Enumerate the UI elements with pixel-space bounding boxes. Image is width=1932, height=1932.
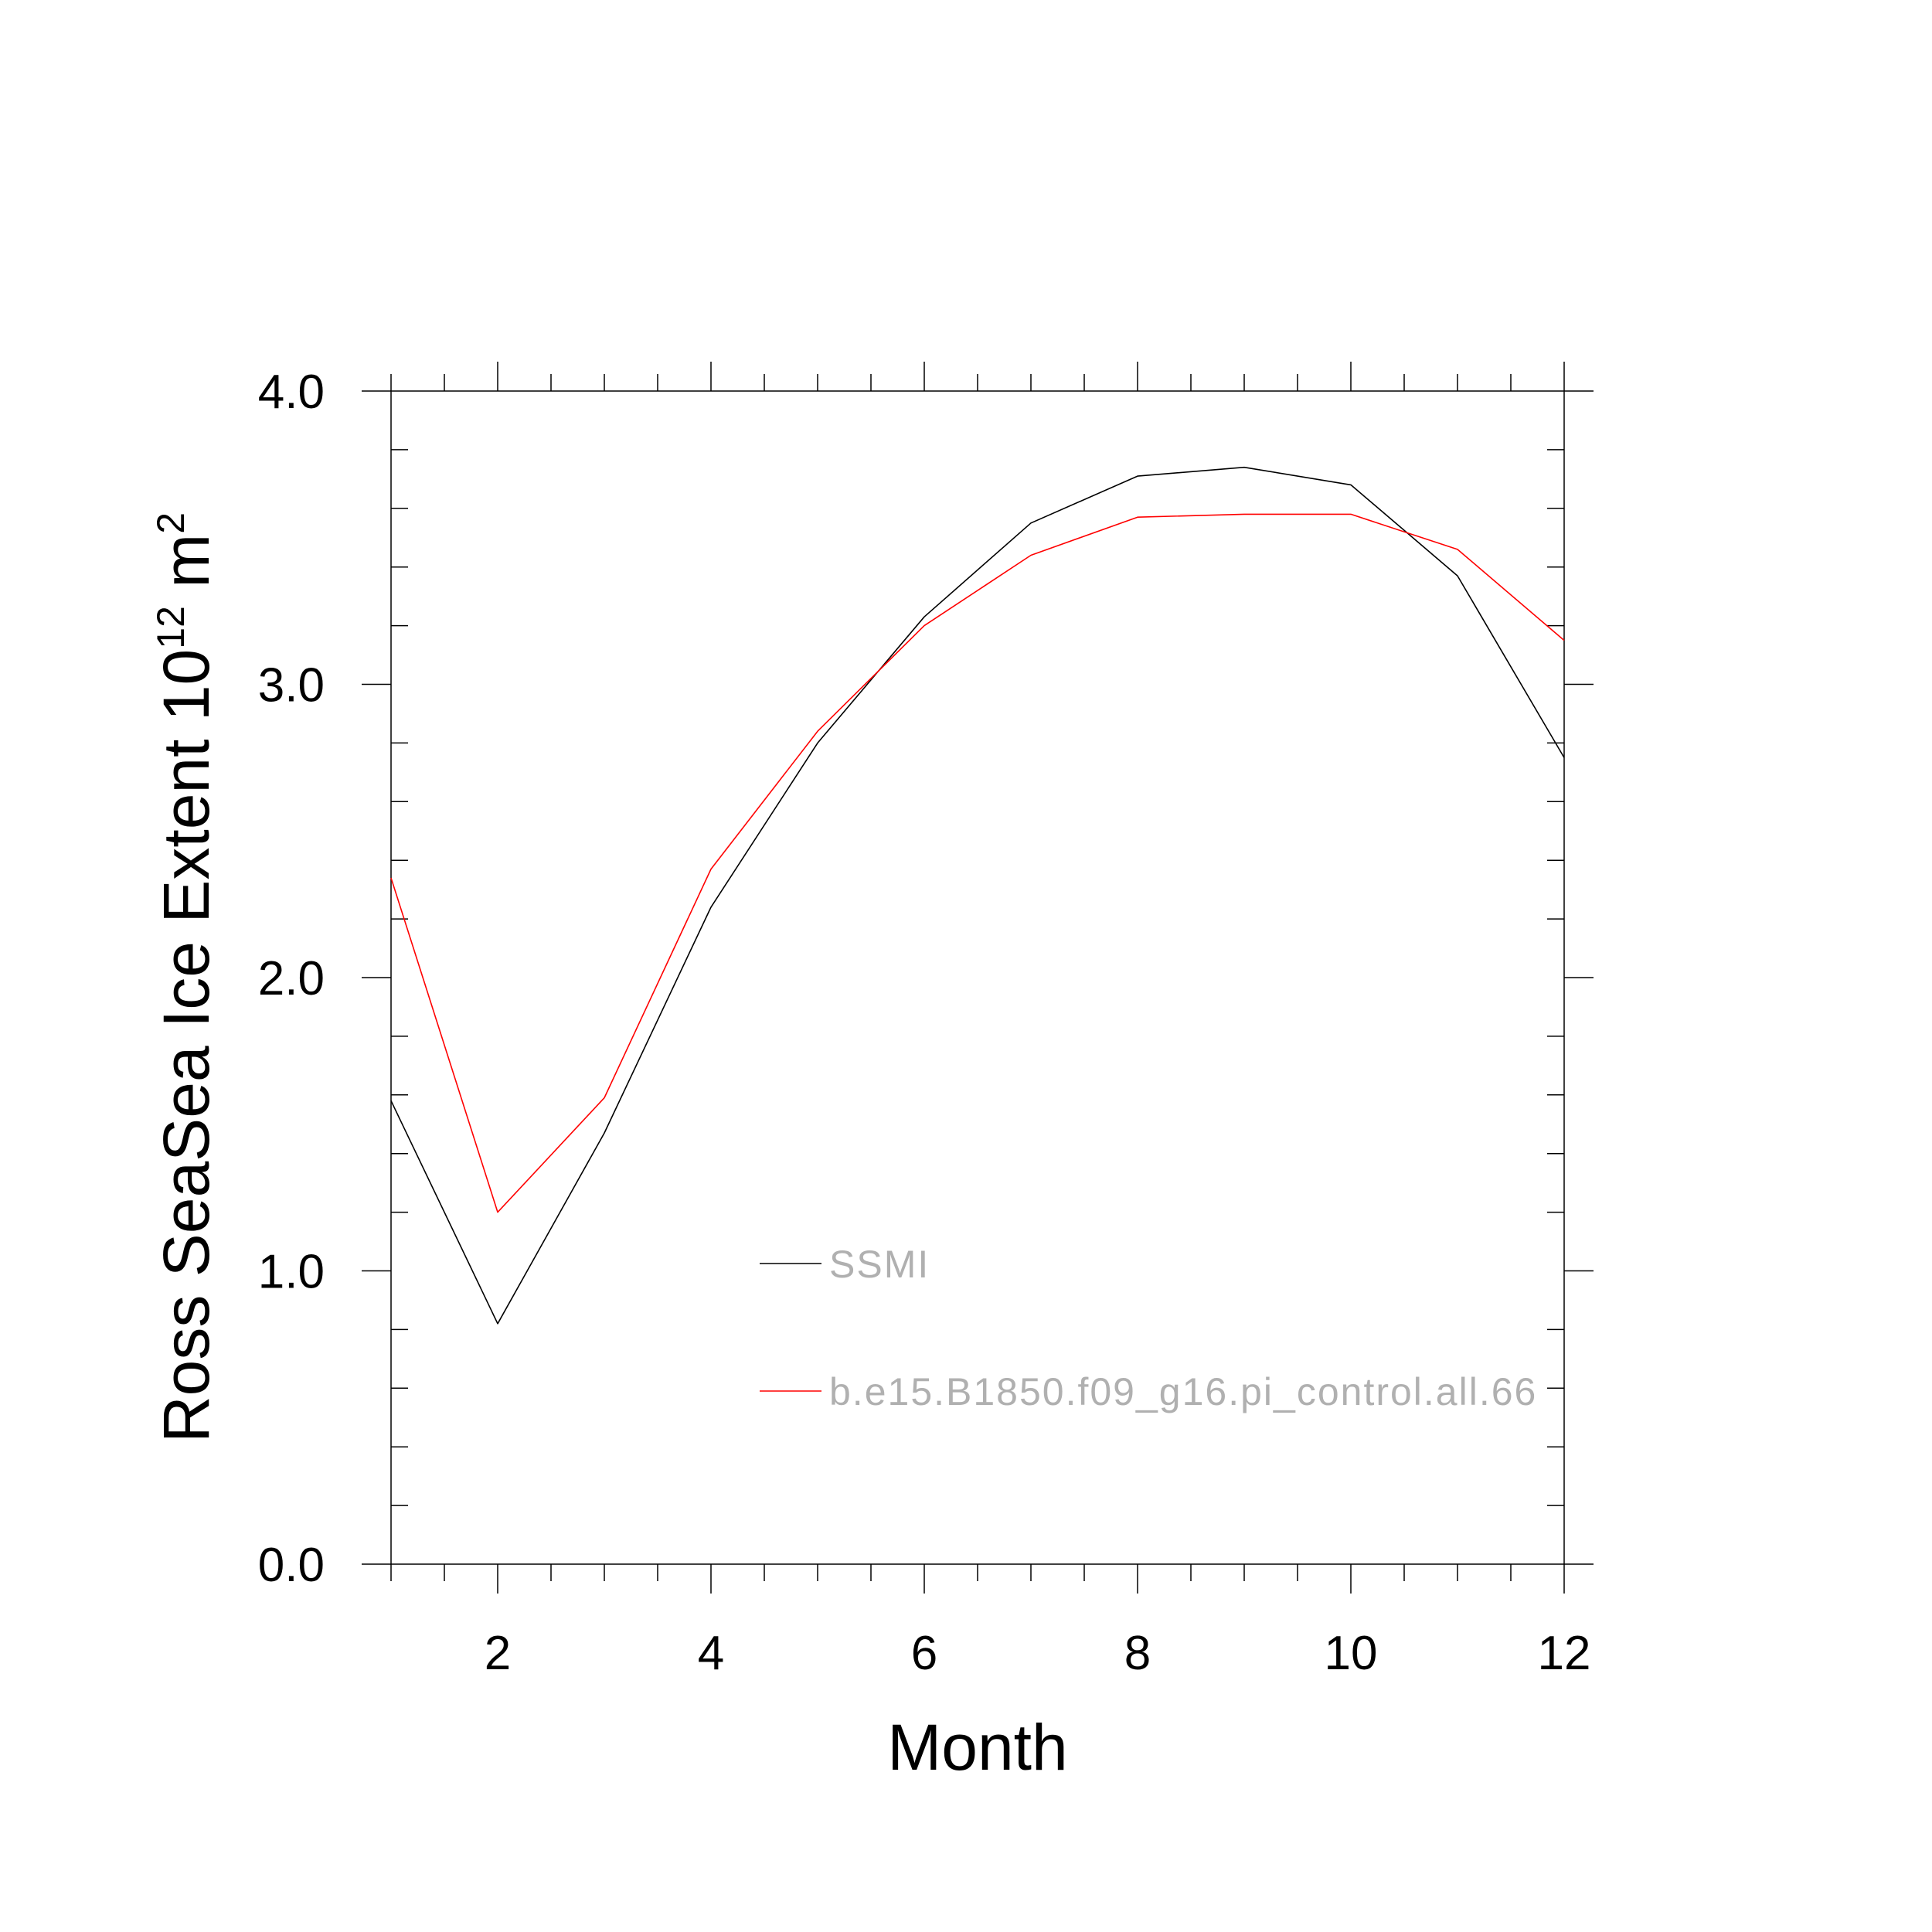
series-lines <box>390 466 1565 1325</box>
series-line-1 <box>390 466 1565 1325</box>
x-axis-title: Month <box>887 1711 1067 1784</box>
y-axis-title-exp: 12 <box>149 606 192 649</box>
x-tick-label: 12 <box>1538 1627 1591 1680</box>
legend-label-2: b.e15.B1850.f09_g16.pi_control.all.66 <box>829 1370 1537 1413</box>
legend: SSMI b.e15.B1850.f09_g16.pi_control.all.6… <box>760 1243 1537 1413</box>
y-axis-title-main: Ross SeaSea Ice Extent 10 <box>150 649 223 1443</box>
y-tick-label: 2.0 <box>258 952 325 1005</box>
y-tick-label: 1.0 <box>258 1246 325 1299</box>
axis-ticks <box>362 362 1594 1594</box>
x-tick-label: 4 <box>698 1627 724 1680</box>
legend-label-1: SSMI <box>829 1243 930 1286</box>
x-tick-label: 10 <box>1325 1627 1378 1680</box>
plot-frame <box>390 390 1565 1565</box>
series-line-2 <box>390 513 1565 1213</box>
x-tick-label: 6 <box>911 1627 937 1680</box>
y-axis-title-unit-exp: 2 <box>149 512 192 534</box>
y-axis-title-unit: m <box>150 534 223 606</box>
y-axis-title: Ross SeaSea Ice Extent 1012 m2 <box>149 512 223 1443</box>
tick-labels: 2 4 6 8 10 12 0.0 1.0 2.0 3.0 4.0 <box>258 366 1591 1680</box>
y-tick-label: 4.0 <box>258 366 325 419</box>
y-tick-label: 3.0 <box>258 659 325 713</box>
y-tick-label: 0.0 <box>258 1539 325 1592</box>
x-tick-label: 2 <box>485 1627 511 1680</box>
x-tick-label: 8 <box>1124 1627 1151 1680</box>
